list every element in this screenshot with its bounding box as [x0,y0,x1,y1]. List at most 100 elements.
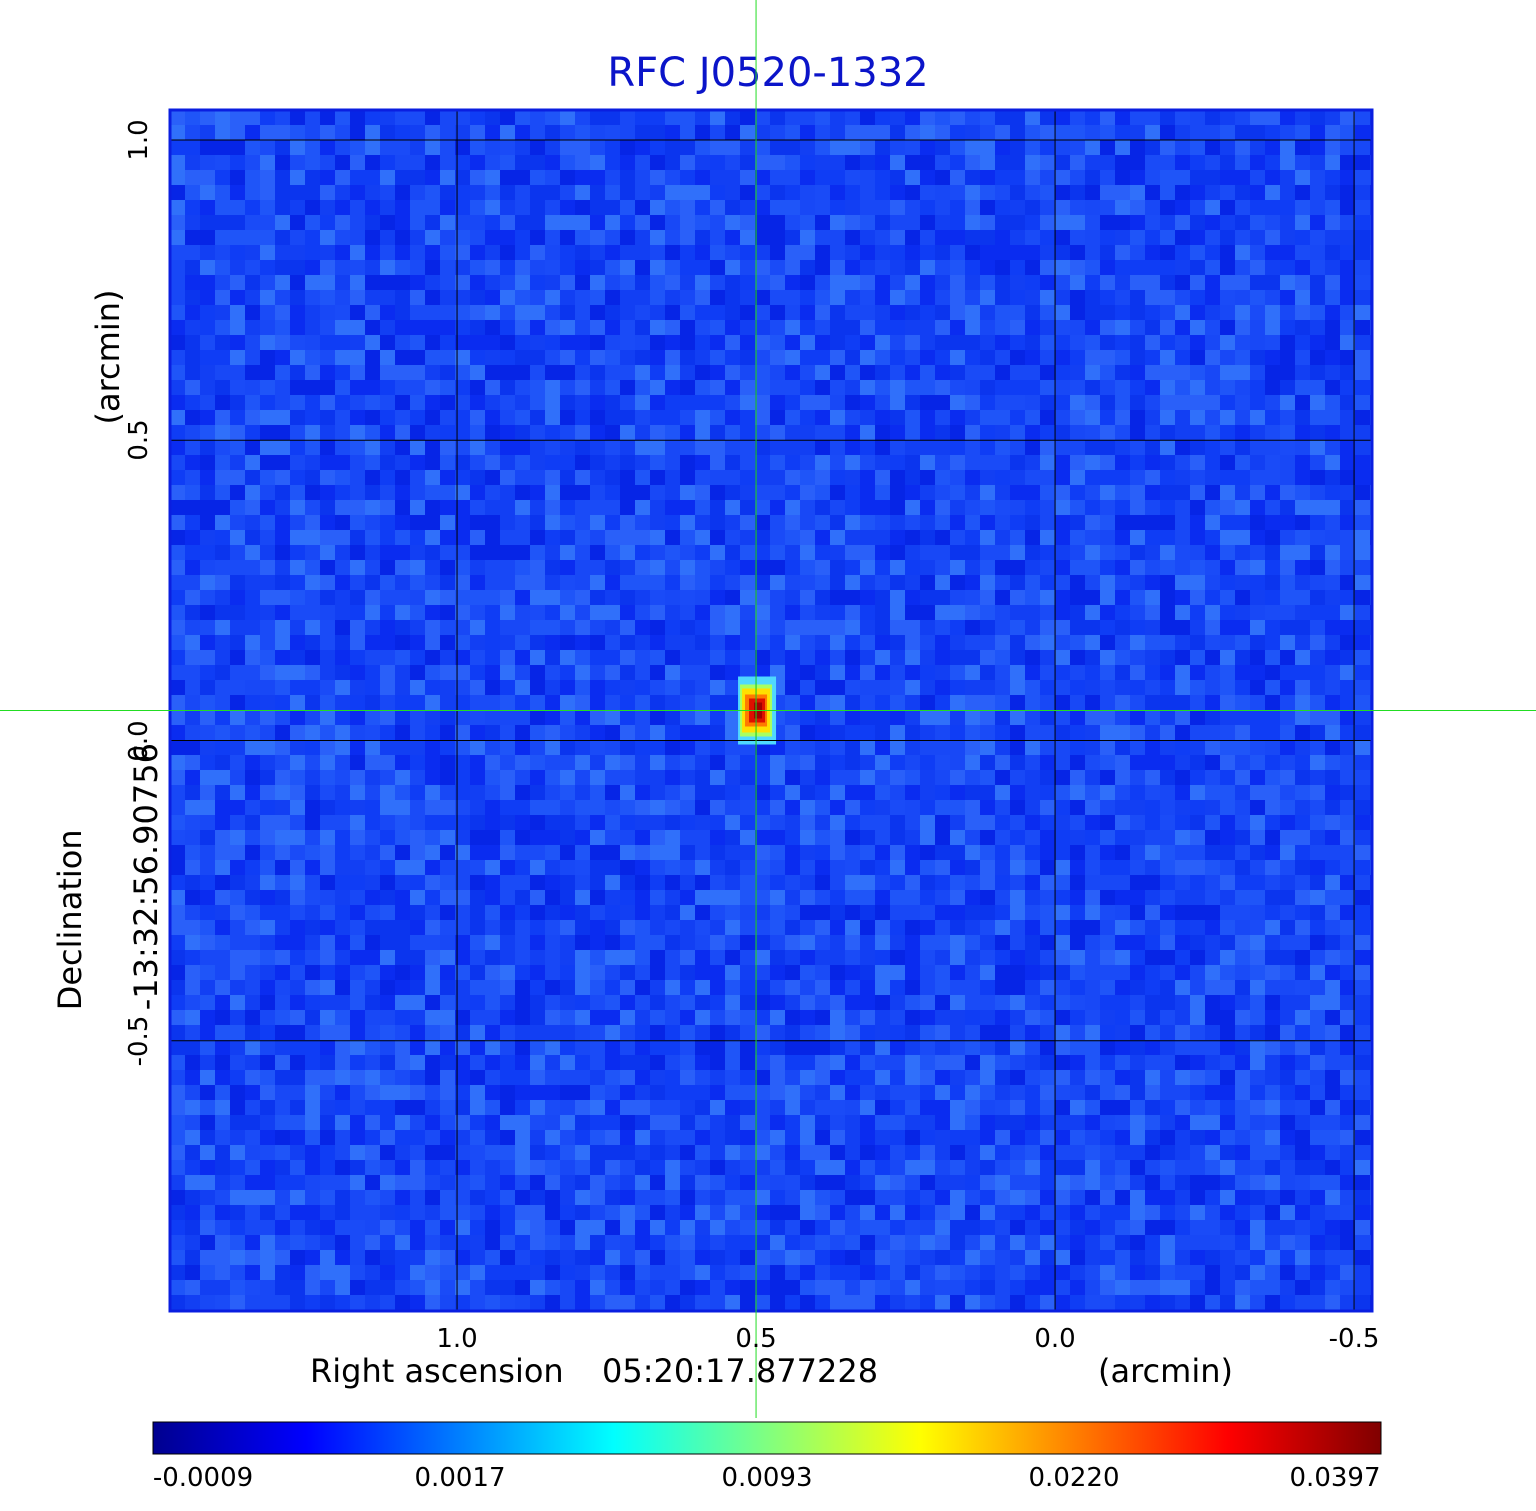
heatmap-cell [815,380,831,396]
heatmap-cell [905,980,921,996]
heatmap-cell [425,905,441,921]
heatmap-cell [515,245,531,261]
chart-title: RFC J0520-1332 [607,50,929,96]
heatmap-cell [965,680,981,696]
heatmap-cell [605,425,621,441]
heatmap-cell [395,665,411,681]
heatmap-cell [545,1010,561,1026]
heatmap-cell [920,215,936,231]
heatmap-cell [590,875,606,891]
heatmap-cell [545,830,561,846]
heatmap-cell [755,320,771,336]
heatmap-cell [860,515,876,531]
heatmap-cell [170,545,186,561]
heatmap-cell [890,815,906,831]
heatmap-cell [1085,350,1101,366]
heatmap-cell [1025,110,1041,126]
heatmap-cell [185,965,201,981]
heatmap-cell [590,305,606,321]
heatmap-cell [965,335,981,351]
heatmap-cell [635,470,651,486]
heatmap-cell [890,710,906,726]
heatmap-cell [1055,710,1071,726]
heatmap-cell [950,260,966,276]
heatmap-cell [515,410,531,426]
heatmap-cell [275,155,291,171]
heatmap-cell [1250,335,1266,351]
heatmap-cell [335,680,351,696]
heatmap-cell [530,815,546,831]
heatmap-cell [1190,740,1206,756]
heatmap-cell [290,905,306,921]
heatmap-cell [1175,920,1191,936]
heatmap-cell [335,230,351,246]
heatmap-cell [1145,155,1161,171]
heatmap-cell [1115,170,1131,186]
heatmap-cell [650,290,666,306]
heatmap-cell [1130,290,1146,306]
heatmap-cell [1280,545,1296,561]
heatmap-cell [1250,995,1266,1011]
heatmap-cell [1355,545,1371,561]
heatmap-cell [695,995,711,1011]
heatmap-cell [1040,665,1056,681]
heatmap-cell [680,1025,696,1041]
heatmap-cell [530,500,546,516]
heatmap-cell [380,665,396,681]
heatmap-cell [1325,440,1341,456]
heatmap-cell [875,815,891,831]
heatmap-cell [515,350,531,366]
heatmap-cell [995,620,1011,636]
heatmap-cell [1265,140,1281,156]
heatmap-cell [1100,335,1116,351]
heatmap-cell [935,815,951,831]
heatmap-cell [440,335,456,351]
heatmap-cell [980,755,996,771]
heatmap-cell [575,245,591,261]
heatmap-cell [590,515,606,531]
heatmap-cell [710,725,726,741]
heatmap-cell [305,650,321,666]
heatmap-cell [320,785,336,801]
heatmap-cell [485,755,501,771]
heatmap-cell [425,140,441,156]
heatmap-cell [920,620,936,636]
heatmap-cell [470,980,486,996]
heatmap-cell [1280,395,1296,411]
heatmap-cell [1205,275,1221,291]
heatmap-cell [485,665,501,681]
heatmap-cell [335,500,351,516]
heatmap-cell [1040,815,1056,831]
heatmap-cell [290,740,306,756]
heatmap-cell [350,860,366,876]
heatmap-cell [245,980,261,996]
heatmap-cell [860,710,876,726]
heatmap-cell [1100,965,1116,981]
heatmap-cell [335,245,351,261]
heatmap-cell [1025,290,1041,306]
heatmap-cell [260,620,276,636]
heatmap-cell [1130,200,1146,216]
heatmap-cell [1115,980,1131,996]
heatmap-cell [1085,470,1101,486]
heatmap-cell [875,1010,891,1026]
heatmap-cell [695,590,711,606]
heatmap-cell [215,605,231,621]
heatmap-cell [1280,500,1296,516]
heatmap-cell [185,170,201,186]
heatmap-cell [335,575,351,591]
heatmap-cell [950,680,966,696]
heatmap-cell [575,140,591,156]
heatmap-cell [1190,965,1206,981]
heatmap-cell [215,680,231,696]
heatmap-cell [305,320,321,336]
heatmap-cell [215,380,231,396]
heatmap-cell [1130,605,1146,621]
heatmap-cell [740,350,756,366]
heatmap-cell [905,935,921,951]
heatmap-cell [665,395,681,411]
heatmap-cell [1130,530,1146,546]
heatmap-cell [1175,560,1191,576]
heatmap-cell [215,980,231,996]
heatmap-cell [1115,560,1131,576]
